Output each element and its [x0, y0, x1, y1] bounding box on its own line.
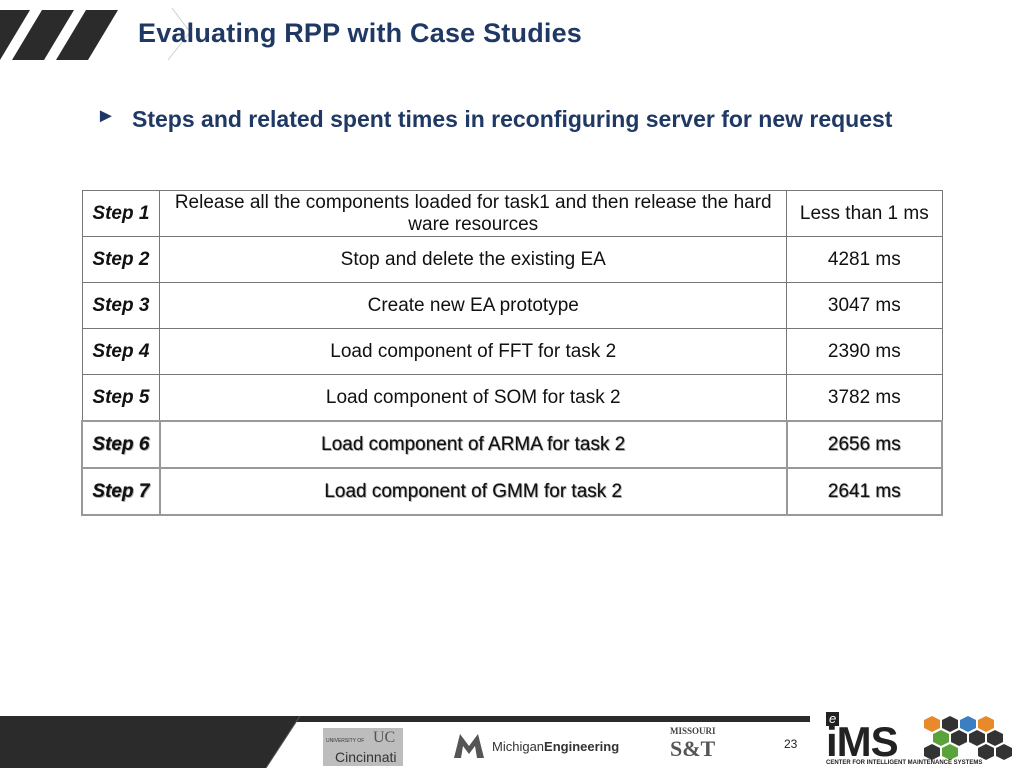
- ims-logo: e iMS CENTER FOR INTELLIGENT MAINTENANCE…: [824, 712, 1020, 768]
- st-text: S&T: [670, 736, 716, 761]
- table-row: Step 1 Release all the components loaded…: [81, 190, 943, 237]
- table-row: Step 2 Stop and delete the existing EA 4…: [81, 236, 943, 283]
- table-row: Step 3 Create new EA prototype 3047 ms: [81, 282, 943, 329]
- bullet-arrow-icon: ►: [96, 105, 116, 127]
- ims-e-mark: e: [826, 712, 840, 726]
- missouri-text: MISSOURI: [670, 726, 716, 736]
- table-row: Step 5 Load component of SOM for task 2 …: [81, 374, 943, 422]
- description-cell: Create new EA prototype: [159, 282, 788, 329]
- description-cell: Load component of SOM for task 2: [159, 374, 788, 422]
- bullet-text: Steps and related spent times in reconfi…: [132, 106, 893, 132]
- page-number: 23: [784, 737, 798, 751]
- description-cell: Load component of FFT for task 2: [159, 328, 788, 375]
- steps-table: Step 1 Release all the components loaded…: [81, 190, 944, 516]
- step-cell: Step 6: [81, 420, 161, 469]
- slide-title: Evaluating RPP with Case Studies: [138, 18, 583, 48]
- ims-wordmark: iMS: [826, 718, 899, 765]
- table-row: Step 7 Load component of GMM for task 2 …: [81, 467, 944, 516]
- step-cell: Step 5: [81, 374, 161, 422]
- step-cell: Step 3: [81, 282, 161, 329]
- uc-logo: UNIVERSITY OF UC Cincinnati: [323, 728, 403, 766]
- time-cell: 2390 ms: [786, 328, 943, 375]
- description-cell: Load component of ARMA for task 2: [158, 420, 788, 469]
- uc-monogram-icon: UC: [373, 729, 396, 746]
- engineering-text: Engineering: [544, 739, 620, 754]
- hexagon-cluster-icon: [924, 716, 1012, 760]
- step-cell: Step 1: [81, 190, 161, 237]
- table-row: Step 4 Load component of FFT for task 2 …: [81, 328, 943, 375]
- time-cell: 2641 ms: [785, 467, 944, 516]
- missouri-st-logo: MISSOURI S&T: [668, 726, 720, 766]
- uc-logo-name: Cincinnati: [335, 749, 397, 765]
- description-cell: Stop and delete the existing EA: [159, 236, 788, 283]
- description-cell: Release all the components loaded for ta…: [159, 190, 788, 237]
- time-cell: 3047 ms: [786, 282, 943, 329]
- block-m-icon: [454, 734, 484, 758]
- step-cell: Step 7: [81, 467, 161, 516]
- michigan-engineering-logo: MichiganEngineering: [452, 730, 622, 762]
- description-cell: Load component of GMM for task 2: [158, 467, 788, 516]
- ims-caption: CENTER FOR INTELLIGENT MAINTENANCE SYSTE…: [826, 760, 983, 766]
- header-stripes-decoration: [0, 7, 191, 61]
- time-cell: 3782 ms: [786, 374, 943, 422]
- time-cell: 4281 ms: [786, 236, 943, 283]
- uc-logo-small-text: UNIVERSITY OF: [326, 738, 365, 744]
- michigan-text: Michigan: [492, 739, 545, 754]
- table-row: Step 6 Load component of ARMA for task 2…: [81, 420, 944, 469]
- step-cell: Step 4: [81, 328, 161, 375]
- bullet-point: ► Steps and related spent times in recon…: [96, 104, 896, 135]
- step-cell: Step 2: [81, 236, 161, 283]
- footer-band: [0, 716, 810, 768]
- time-cell: 2656 ms: [785, 420, 944, 469]
- time-cell: Less than 1 ms: [786, 190, 943, 237]
